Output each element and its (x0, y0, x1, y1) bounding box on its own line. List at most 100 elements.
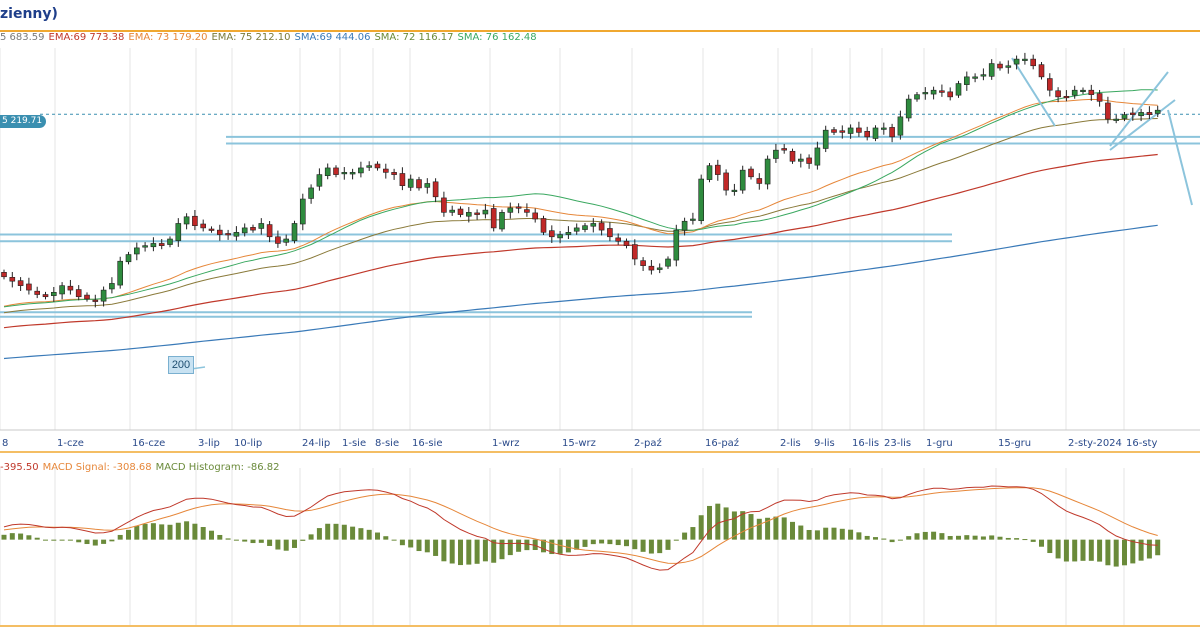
candle-body (1146, 112, 1153, 115)
candle-body (665, 258, 671, 267)
candle-body (839, 130, 846, 133)
histogram-bar (823, 527, 829, 540)
macd-legend: -395.50 MACD Signal: -308.68 MACD Histogra… (0, 462, 283, 473)
candle-body (100, 289, 107, 302)
histogram-bar (574, 539, 580, 550)
candle-body (465, 212, 472, 217)
candle-body (548, 230, 555, 238)
histogram-bar (267, 539, 273, 546)
candle-body (283, 238, 290, 243)
candle-body (34, 290, 41, 295)
candle-body (241, 227, 248, 234)
x-tick-label: 24-lip (302, 438, 330, 449)
histogram-bar (18, 533, 24, 540)
histogram-bar (175, 522, 181, 540)
histogram-bar (258, 539, 264, 543)
x-tick-label: 10-lip (234, 438, 262, 449)
histogram-bar (391, 539, 397, 541)
candle-body (864, 130, 871, 138)
histogram-bar (209, 530, 214, 540)
candle-body (217, 229, 223, 235)
histogram-bar (773, 516, 779, 540)
histogram-bar (881, 538, 887, 540)
candle-body (980, 74, 987, 77)
histogram-bar (1138, 539, 1144, 561)
legend-item-6: SMA: 76 162.48 (457, 32, 537, 43)
histogram-bar (532, 539, 538, 551)
histogram-bar (682, 532, 688, 540)
candle-body (1105, 102, 1111, 120)
candle-body (764, 158, 771, 185)
candle-body (557, 234, 563, 239)
candle-body (441, 197, 447, 213)
candle-body (233, 232, 240, 237)
histogram-bar (648, 539, 654, 554)
histogram-bar (922, 531, 928, 540)
candle-body (607, 228, 613, 238)
histogram-bar (989, 535, 995, 540)
candle-body (26, 283, 32, 291)
histogram-bar (383, 536, 389, 540)
histogram-bar (748, 514, 754, 540)
histogram-bar (474, 539, 480, 564)
candle-body (972, 76, 978, 79)
candle-body (1063, 96, 1070, 99)
candle-body (673, 229, 680, 261)
histogram-bar (1072, 539, 1078, 562)
candle-body (17, 280, 24, 286)
candle-body (208, 228, 215, 231)
histogram-bar (200, 527, 206, 540)
candle-body (275, 236, 281, 244)
histogram-bar (1080, 539, 1086, 561)
legend-item-4: SMA:69 444.06 (294, 32, 371, 43)
histogram-bar (341, 524, 347, 540)
histogram-bar (640, 539, 646, 552)
histogram-bar (1022, 539, 1028, 541)
histogram-bar (117, 534, 123, 540)
candle-body (806, 157, 812, 164)
histogram-bar (931, 531, 937, 540)
histogram-bar (466, 539, 472, 565)
histogram-bar (781, 517, 787, 540)
histogram-bar (972, 535, 978, 540)
histogram-bar (715, 503, 721, 540)
histogram-bar (159, 524, 165, 540)
candle-body (192, 215, 198, 226)
legend-item-5: SMA: 72 116.17 (374, 32, 454, 43)
candle-body (822, 129, 829, 149)
histogram-bar (34, 537, 40, 540)
candle-body (955, 83, 962, 96)
last-price-tag: 5 219.71 (0, 115, 47, 128)
histogram-bar (217, 534, 223, 540)
histogram-bar (673, 539, 679, 541)
histogram-bar (524, 539, 530, 551)
histogram-bar (599, 539, 605, 544)
macd-legend-item-1: MACD Signal: -308.68 (42, 462, 152, 473)
candle-body (1096, 93, 1103, 102)
histogram-bar (126, 529, 131, 540)
trend-line (1109, 99, 1176, 151)
x-tick-label: 1-sie (342, 438, 366, 449)
histogram-bar (1155, 539, 1161, 556)
candle-body (1055, 90, 1061, 98)
candle-body (167, 238, 173, 245)
histogram-bar (582, 539, 588, 547)
histogram-bar (707, 505, 712, 540)
candle-body (1071, 89, 1078, 96)
candle-body (706, 165, 713, 180)
indicator-legend: 5 683.59 EMA:69 773.38 EMA: 73 179.20 EMA: … (0, 32, 541, 46)
candle-body (67, 285, 74, 291)
candle-body (615, 237, 622, 242)
histogram-bar (499, 539, 505, 560)
histogram-bar (665, 539, 671, 550)
histogram-bar (1130, 539, 1136, 564)
x-tick-label: 1-wrz (492, 438, 520, 449)
x-tick-label: 2-paź (634, 437, 662, 449)
histogram-bar (491, 539, 497, 563)
histogram-bar (1146, 539, 1152, 559)
histogram-bar (516, 539, 522, 552)
histogram-bar (43, 539, 48, 541)
x-tick-label: 2-lis (780, 438, 801, 449)
legend-item-2: EMA: 73 179.20 (128, 32, 208, 43)
